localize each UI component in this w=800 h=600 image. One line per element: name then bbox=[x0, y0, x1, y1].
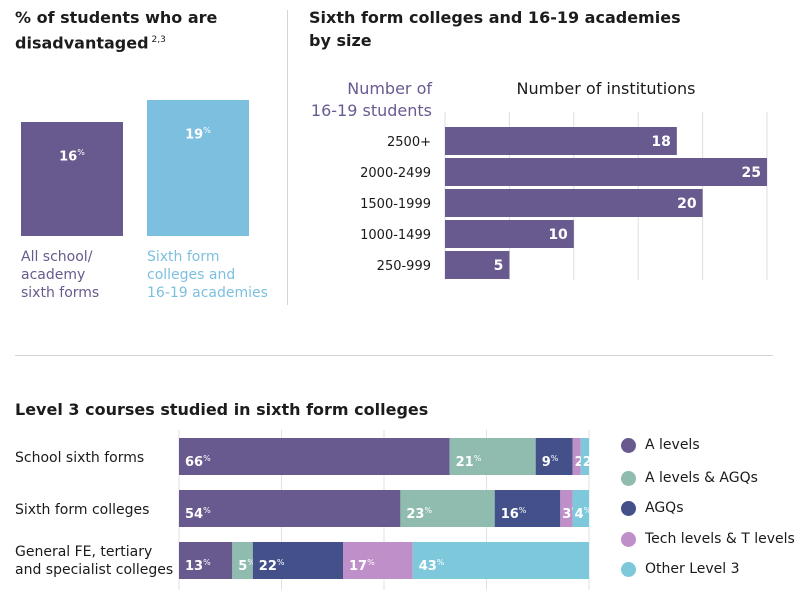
disadvantaged-caption-line: academy bbox=[21, 267, 86, 283]
courses-segment-1-3 bbox=[535, 438, 573, 475]
horizontal-divider bbox=[15, 355, 773, 356]
size-chart-title: Sixth form colleges and 16-19 academies … bbox=[309, 6, 779, 52]
courses-segment-2-1 bbox=[179, 490, 401, 527]
size-ylabel-line1: Number of bbox=[347, 79, 432, 98]
courses-segment-value-1-2: 21% bbox=[456, 454, 482, 470]
size-category-label-1: 2500+ bbox=[387, 135, 431, 150]
disadvantaged-title: % of students who are disadvantaged 2,3 bbox=[15, 6, 275, 54]
disadvantaged-bar-value-1: 16% bbox=[59, 147, 85, 164]
courses-segment-value-3-2: 5% bbox=[238, 558, 255, 574]
courses-segment-3-4 bbox=[343, 542, 413, 579]
courses-segment-value-1-1: 66% bbox=[185, 454, 211, 470]
legend-label: Other Level 3 bbox=[645, 561, 740, 577]
size-bar-value-1: 18 bbox=[651, 134, 670, 150]
size-title-line1: Sixth form colleges and 16-19 academies bbox=[309, 8, 681, 27]
legend-item-1: A levels bbox=[621, 437, 700, 453]
size-title-line2: by size bbox=[309, 31, 372, 50]
courses-segment-value-3-1: 13% bbox=[185, 558, 211, 574]
courses-segment-2-2 bbox=[400, 490, 495, 527]
courses-segment-value-2-3: 16% bbox=[501, 506, 527, 522]
courses-segment-3-3 bbox=[252, 542, 343, 579]
courses-segment-3-2 bbox=[232, 542, 253, 579]
legend-item-4: Tech levels & T levels bbox=[621, 531, 795, 547]
vertical-divider bbox=[287, 10, 288, 305]
disadvantaged-caption-line: Sixth form bbox=[147, 249, 220, 265]
size-bar-value-3: 20 bbox=[677, 196, 697, 212]
size-bar-5 bbox=[445, 251, 510, 279]
disadvantaged-bar-caption-1: All school/academy sixth forms bbox=[21, 248, 161, 302]
legend-swatch-icon bbox=[621, 561, 636, 577]
legend-label: A levels bbox=[645, 437, 700, 453]
courses-segment-3-5 bbox=[412, 542, 589, 579]
courses-title: Level 3 courses studied in sixth form co… bbox=[15, 400, 429, 419]
courses-category-label: and specialist colleges bbox=[15, 562, 173, 578]
legend-item-3: AGQs bbox=[621, 500, 684, 516]
courses-segment-value-2-2: 23% bbox=[406, 506, 432, 522]
courses-segment-3-1 bbox=[179, 542, 233, 579]
legend-label: Tech levels & T levels bbox=[645, 531, 795, 547]
footnote-marker: 2,3 bbox=[151, 35, 166, 45]
disadvantaged-bar-1 bbox=[21, 121, 123, 236]
size-bar-value-4: 10 bbox=[548, 227, 568, 243]
courses-segment-1-5 bbox=[580, 438, 589, 475]
legend-swatch-icon bbox=[621, 531, 636, 547]
disadvantaged-caption-line: 16-19 academies bbox=[147, 285, 268, 301]
legend-label: AGQs bbox=[645, 500, 684, 516]
courses-category-label: General FE, tertiary bbox=[15, 544, 152, 560]
size-category-label-4: 1000-1499 bbox=[360, 228, 431, 243]
legend-swatch-icon bbox=[621, 470, 636, 486]
size-category-label-3: 1500-1999 bbox=[360, 197, 431, 212]
courses-segment-value-3-5: 43% bbox=[419, 558, 445, 574]
courses-segment-value-1-5: 2% bbox=[583, 454, 600, 470]
courses-segment-1-4 bbox=[572, 438, 581, 475]
legend-item-2: A levels & AGQs bbox=[621, 470, 758, 486]
size-bar-value-2: 25 bbox=[742, 165, 761, 181]
size-bar-2 bbox=[445, 158, 767, 186]
legend-swatch-icon bbox=[621, 437, 636, 453]
courses-segment-value-3-4: 17% bbox=[349, 558, 375, 574]
courses-category-label: School sixth forms bbox=[15, 450, 144, 466]
size-ylabel-line2: 16-19 students bbox=[310, 101, 432, 120]
size-bar-1 bbox=[445, 127, 677, 155]
size-bar-value-5: 5 bbox=[494, 258, 504, 274]
size-bar-3 bbox=[445, 189, 703, 217]
courses-segment-value-3-3: 22% bbox=[259, 558, 285, 574]
disadvantaged-title-line2-wrap: disadvantaged 2,3 bbox=[15, 29, 275, 54]
courses-segment-1-1 bbox=[179, 438, 450, 475]
courses-segment-value-2-5: 4% bbox=[575, 506, 592, 522]
legend-label: A levels & AGQs bbox=[645, 470, 758, 486]
size-category-label-2: 2000-2499 bbox=[360, 166, 431, 181]
courses-segment-1-2 bbox=[449, 438, 536, 475]
size-xlabel: Number of institutions bbox=[516, 79, 696, 98]
legend-item-5: Other Level 3 bbox=[621, 561, 740, 577]
disadvantaged-title-line1: % of students who are bbox=[15, 8, 218, 27]
courses-segment-2-3 bbox=[494, 490, 561, 527]
size-ylabel: Number of 16-19 students bbox=[300, 78, 432, 122]
size-bar-4 bbox=[445, 220, 574, 248]
size-category-label-5: 250-999 bbox=[377, 259, 431, 274]
legend-swatch-icon bbox=[621, 500, 636, 516]
disadvantaged-caption-line: colleges and bbox=[147, 267, 236, 283]
courses-segment-2-4 bbox=[560, 490, 573, 527]
disadvantaged-title-line2: disadvantaged bbox=[15, 33, 149, 53]
disadvantaged-caption-line: sixth forms bbox=[21, 285, 100, 301]
disadvantaged-bar-2 bbox=[147, 100, 249, 236]
courses-category-label: Sixth form colleges bbox=[15, 502, 149, 518]
courses-segment-value-1-3: 9% bbox=[542, 454, 559, 470]
disadvantaged-caption-line: All school/ bbox=[21, 249, 93, 265]
disadvantaged-bar-caption-2: Sixth form colleges and 16-19 academies bbox=[147, 248, 287, 302]
disadvantaged-bar-value-2: 19% bbox=[185, 126, 211, 143]
courses-segment-2-5 bbox=[572, 490, 589, 527]
courses-segment-value-2-1: 54% bbox=[185, 506, 211, 522]
